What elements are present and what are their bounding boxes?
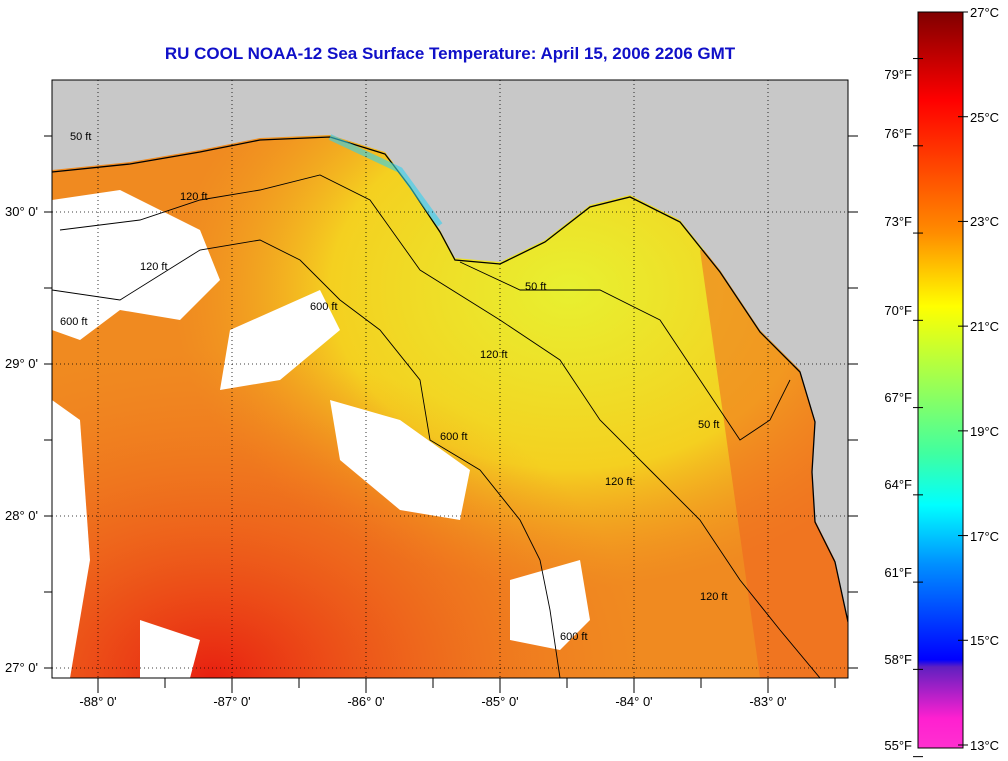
lon-label: -87° 0' [213, 694, 250, 709]
fahrenheit-label: 79°F [884, 67, 912, 82]
celsius-label: 23°C [970, 214, 999, 229]
fahrenheit-label: 58°F [884, 652, 912, 667]
land-area [52, 80, 848, 620]
celsius-label: 17°C [970, 529, 999, 544]
contour-labels: 50 ft 120 ft 600 ft 600 ft 50 ft 120 ft … [60, 131, 728, 643]
contour-label: 120 ft [700, 591, 728, 603]
fahrenheit-label: 76°F [884, 126, 912, 141]
lon-label: -85° 0' [481, 694, 518, 709]
fahrenheit-label: 55°F [884, 738, 912, 753]
coastline [52, 136, 848, 623]
axis-ticks [44, 135, 858, 693]
lat-label: 29° 0' [5, 356, 38, 371]
fahrenheit-label: 70°F [884, 303, 912, 318]
lat-label: 27° 0' [5, 660, 38, 675]
contour-label: 50 ft [525, 281, 546, 293]
celsius-label: 19°C [970, 424, 999, 439]
fahrenheit-label: 73°F [884, 214, 912, 229]
gridlines [52, 80, 848, 678]
lon-axis-labels: -88° 0' -87° 0' -86° 0' -85° 0' -84° 0' … [79, 694, 786, 709]
fahrenheit-label: 67°F [884, 390, 912, 405]
lon-label: -84° 0' [615, 694, 652, 709]
fahrenheit-labels: 79°F 76°F 73°F 70°F 67°F 64°F 61°F 58°F … [884, 67, 912, 753]
contour-label: 600 ft [440, 431, 468, 443]
celsius-label: 13°C [970, 738, 999, 753]
colorbar [917, 11, 964, 749]
contour-label: 120 ft [180, 191, 208, 203]
map-frame [51, 79, 849, 679]
fahrenheit-label: 61°F [884, 565, 912, 580]
lat-label: 28° 0' [5, 508, 38, 523]
chart-title: RU COOL NOAA-12 Sea Surface Temperature:… [164, 44, 736, 63]
cloud-mask [52, 190, 590, 678]
contour-label: 50 ft [698, 419, 719, 431]
celsius-label: 27°C [970, 5, 999, 20]
lon-label: -83° 0' [749, 694, 786, 709]
lon-label: -88° 0' [79, 694, 116, 709]
celsius-label: 25°C [970, 110, 999, 125]
contour-label: 600 ft [560, 631, 588, 643]
contour-label: 600 ft [60, 316, 88, 328]
celsius-labels: 27°C 25°C 23°C 21°C 19°C 17°C 15°C 13°C [970, 5, 999, 753]
celsius-label: 21°C [970, 319, 999, 334]
contour-label: 120 ft [140, 261, 168, 273]
colorbar-ticks [913, 11, 968, 758]
lon-label: -86° 0' [347, 694, 384, 709]
contour-label: 50 ft [70, 131, 91, 143]
contour-label: 600 ft [310, 301, 338, 313]
lat-label: 30° 0' [5, 204, 38, 219]
lat-axis-labels: 30° 0' 29° 0' 28° 0' 27° 0' [5, 204, 38, 675]
contour-label: 120 ft [480, 349, 508, 361]
contour-label: 120 ft [605, 476, 633, 488]
celsius-label: 15°C [970, 633, 999, 648]
fahrenheit-label: 64°F [884, 477, 912, 492]
